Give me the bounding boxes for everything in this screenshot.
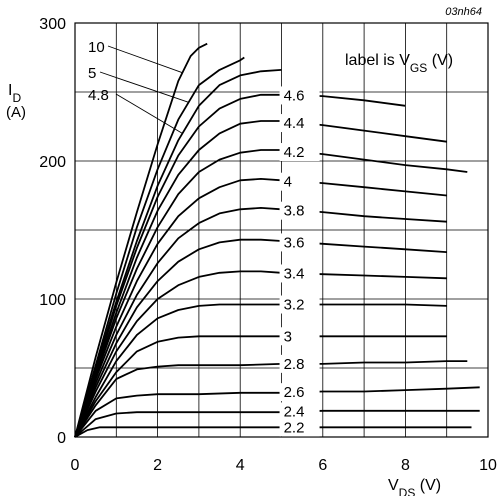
y-axis-unit: (A) (6, 104, 26, 121)
series-line (74, 69, 282, 438)
curve-label-bg (279, 418, 320, 437)
curves (74, 42, 480, 438)
curve-label: 4.8 (88, 87, 109, 104)
curve-label: 4 (284, 174, 292, 191)
curve-label: 3.8 (284, 203, 305, 220)
legend-note: label is VGS (V) (345, 52, 453, 75)
y-tick-label: 300 (39, 16, 66, 33)
x-tick-label: 6 (318, 457, 327, 474)
series-line (74, 360, 468, 438)
curve-label-bg (279, 295, 320, 314)
curve-label-bg (279, 264, 320, 283)
leader-line (107, 45, 183, 74)
curve-label-bg (279, 327, 320, 346)
series-line (74, 177, 447, 438)
y-axis-label: ID (8, 82, 21, 105)
leader-line (99, 71, 189, 103)
x-tick-label: 4 (236, 457, 245, 474)
axes (74, 22, 489, 438)
series-line (74, 303, 447, 438)
series-line (74, 120, 447, 438)
curve-label: 10 (88, 39, 105, 56)
curve-label: 5 (88, 65, 96, 82)
curve-label-bg (279, 114, 320, 133)
curve-label: 2.4 (284, 403, 305, 420)
curve-label-bg (279, 233, 320, 252)
series-line (74, 335, 447, 438)
curve-label: 3.6 (284, 234, 305, 251)
leader-line (115, 93, 183, 134)
leader-lines (99, 45, 189, 134)
curve-label: 4.4 (284, 115, 305, 132)
curve-label-bg (279, 172, 320, 191)
curve-label-bg (279, 383, 320, 402)
curve-label: 4.2 (284, 144, 305, 161)
series-line (74, 56, 245, 438)
series-line (74, 149, 468, 438)
series-line (74, 409, 480, 438)
curve-label-bg (279, 86, 320, 105)
plot-frame (74, 22, 489, 438)
series-line (74, 42, 208, 438)
curve-label: 3.4 (284, 265, 305, 282)
x-axis-label: VDS (V) (388, 477, 441, 496)
curve-label-bg (279, 354, 320, 373)
x-tick-label: 2 (153, 457, 162, 474)
curve-label: 3.2 (284, 297, 305, 314)
curve-label: 2.6 (284, 384, 305, 401)
y-tick-label: 0 (57, 430, 66, 447)
x-tick-label: 0 (71, 457, 80, 474)
figure-id: 03nh64 (445, 6, 482, 18)
series-line (74, 426, 472, 438)
x-tick-label: 8 (401, 457, 410, 474)
y-tick-label: 200 (39, 154, 66, 171)
curve-label-bg (279, 201, 320, 220)
series-line (74, 238, 447, 438)
curve-label-bg (279, 143, 320, 162)
curve-label: 2.2 (284, 419, 305, 436)
series-line (74, 270, 447, 438)
curve-label: 2.8 (284, 356, 305, 373)
curve-label: 3 (284, 328, 292, 345)
y-tick-label: 100 (39, 292, 66, 309)
x-tick-label: 10 (479, 457, 497, 474)
curve-label: 4.6 (284, 87, 305, 104)
curve-label-bg (279, 402, 320, 421)
curve-labels: 4.6 4.4 4.2 4 3.8 3.6 3.4 3.2 3 2.8 2.6 2.42.2 10 5 4.… (88, 39, 320, 437)
series-line (74, 206, 447, 438)
series-line (74, 386, 480, 438)
